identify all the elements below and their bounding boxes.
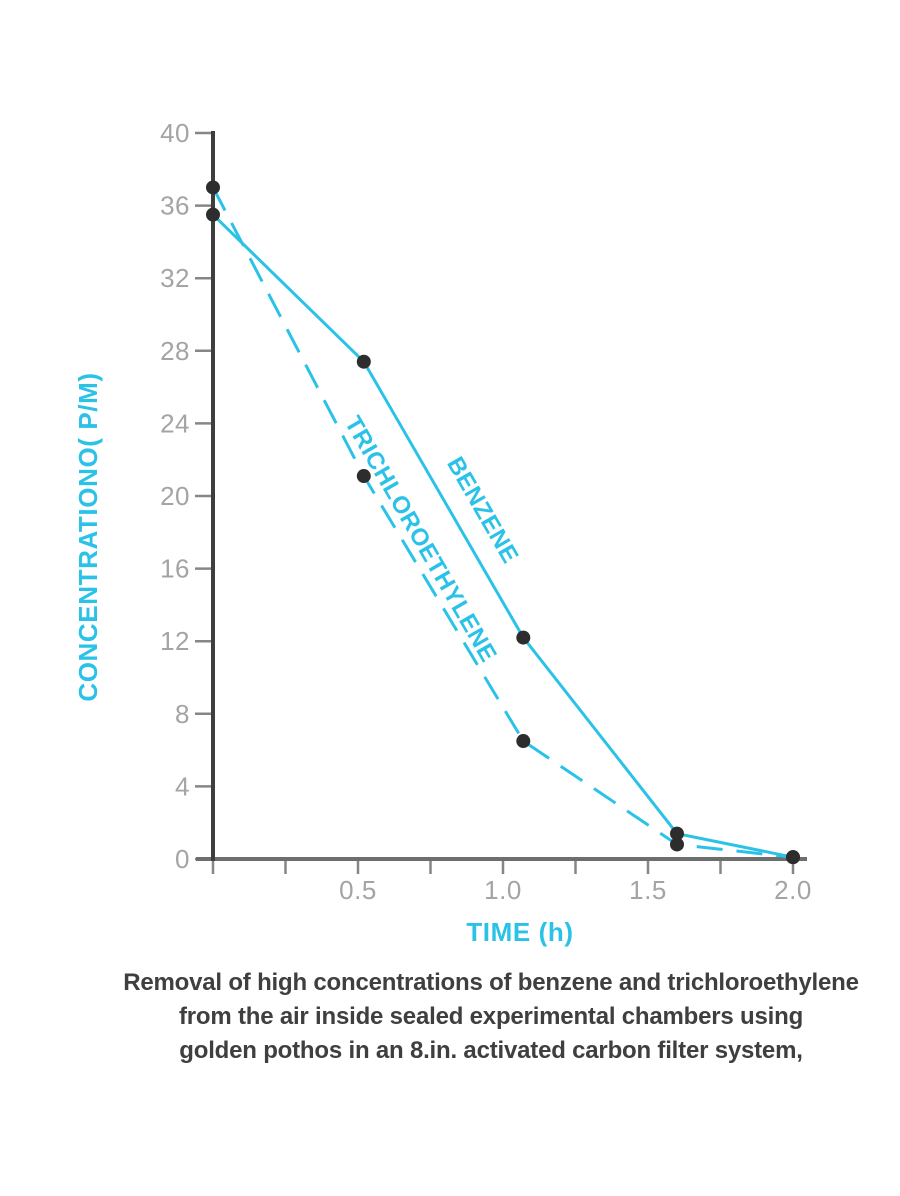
y-tick-label: 32 xyxy=(160,263,190,293)
chart-layer: 0 4 8 12 16 20 24 28 32 36 40 0.5 1.0 1.5 2.0 BENZENETR… xyxy=(160,118,812,905)
trichloroethylene-data-point xyxy=(516,734,531,749)
y-axis-title: CONCENTRATIONO( P/M) xyxy=(73,372,103,701)
y-tick-label: 8 xyxy=(175,699,190,729)
trichloroethylene-data-point xyxy=(786,850,800,865)
caption-line: Removal of high concentrations of benzen… xyxy=(123,969,859,996)
trichloroethylene-line xyxy=(211,186,794,859)
trichloroethylene-data-point xyxy=(356,469,371,484)
y-tick-label: 0 xyxy=(175,844,190,874)
y-tick-label: 40 xyxy=(160,118,190,148)
trichloroethylene-data-point xyxy=(670,837,684,852)
caption-line: golden pothos in an 8.in. activated carb… xyxy=(179,1037,803,1064)
x-axis-title: TIME (h) xyxy=(466,917,573,947)
x-tick-label: 0.5 xyxy=(339,875,377,905)
trichloroethylene-label: TRICHLOROETHYLENE xyxy=(339,412,502,667)
benzene-data-point xyxy=(356,354,371,369)
y-tick-label: 20 xyxy=(160,481,190,511)
benzene-label: BENZENE xyxy=(441,452,523,568)
caption-line: from the air inside sealed experimental … xyxy=(178,1003,804,1030)
y-tick-label: 12 xyxy=(160,626,190,656)
x-tick-label: 1.5 xyxy=(629,875,667,905)
figure-caption: Removal of high concentrations of benzen… xyxy=(41,966,900,1068)
benzene-data-point xyxy=(670,826,684,841)
y-tick-label: 36 xyxy=(160,191,190,221)
x-tick-label: 1.0 xyxy=(484,875,522,905)
trichloroethylene-data-point xyxy=(206,180,220,195)
x-tick-label: 2.0 xyxy=(774,875,812,905)
benzene-data-point xyxy=(516,630,531,645)
benzene-data-point xyxy=(206,207,220,222)
y-tick-label: 4 xyxy=(175,771,190,801)
line-chart: 0 4 8 12 16 20 24 28 32 36 40 0.5 1.0 1.5 2.0 BENZENETR… xyxy=(73,118,812,947)
y-tick-label: 24 xyxy=(160,408,190,438)
y-tick-label: 28 xyxy=(160,336,190,366)
y-tick-label: 16 xyxy=(160,554,190,584)
